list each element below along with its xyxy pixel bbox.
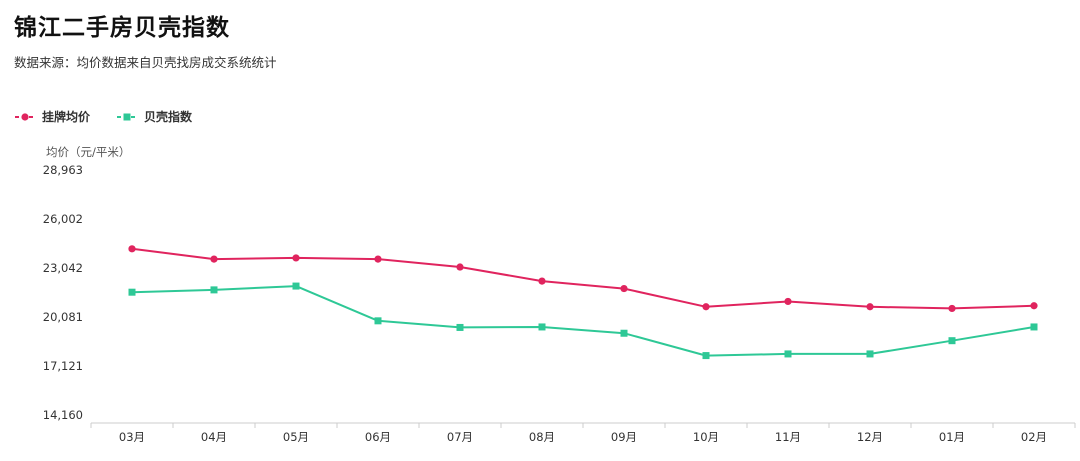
y-tick-label: 20,081 xyxy=(43,310,83,324)
chart-title: 锦江二手房贝壳指数 xyxy=(14,15,230,41)
data-point-beike-index xyxy=(620,329,628,337)
data-point-beike-index xyxy=(374,317,382,325)
data-point-listing-price xyxy=(784,297,792,306)
data-point-listing-price xyxy=(948,304,956,313)
x-tick-label: 12月 xyxy=(857,430,883,444)
legend-label-listing: 挂牌均价 xyxy=(42,110,91,124)
data-point-beike-index xyxy=(456,323,464,331)
data-point-listing-price xyxy=(210,255,218,263)
legend-item-index[interactable]: 贝壳指数 xyxy=(116,108,192,125)
legend-label-index: 贝壳指数 xyxy=(144,110,193,124)
data-source-note: 数据来源：均价数据来自贝壳找房成交系统统计 xyxy=(14,55,277,70)
data-point-beike-index xyxy=(1030,323,1038,331)
y-tick-label: 26,002 xyxy=(43,212,83,226)
data-point-listing-price xyxy=(128,245,136,253)
data-point-beike-index xyxy=(784,350,792,358)
x-tick-label: 09月 xyxy=(611,430,637,444)
data-point-beike-index xyxy=(538,323,546,331)
series-line-beike-index xyxy=(131,285,1035,357)
data-point-listing-price xyxy=(538,277,546,285)
x-tick-label: 01月 xyxy=(939,430,965,444)
data-point-beike-index xyxy=(128,288,136,296)
x-tick-label: 05月 xyxy=(283,430,309,444)
x-tick-label: 04月 xyxy=(201,430,227,444)
x-tick-label: 06月 xyxy=(365,430,391,444)
y-tick-label: 17,121 xyxy=(43,359,83,373)
x-tick-label: 10月 xyxy=(693,430,719,444)
chart-legend: 挂牌均价 贝壳指数 xyxy=(14,108,192,125)
data-point-listing-price xyxy=(1030,302,1038,310)
data-point-beike-index xyxy=(866,350,874,358)
data-point-listing-price xyxy=(456,263,464,271)
data-point-listing-price xyxy=(702,303,710,311)
legend-item-listing[interactable]: 挂牌均价 xyxy=(14,108,90,125)
data-point-listing-price xyxy=(620,284,628,293)
y-tick-label: 23,042 xyxy=(43,261,83,275)
data-point-listing-price xyxy=(866,303,874,311)
x-tick-label: 07月 xyxy=(447,430,473,444)
data-point-beike-index xyxy=(702,352,710,360)
y-axis-title: 均价（元/平米） xyxy=(46,145,131,159)
data-point-listing-price xyxy=(292,254,300,262)
y-tick-label: 14,160 xyxy=(43,408,83,422)
legend-circle-marker-icon xyxy=(15,112,35,121)
x-tick-label: 02月 xyxy=(1021,430,1047,444)
x-tick-label: 11月 xyxy=(775,430,801,444)
x-tick-label: 08月 xyxy=(529,430,555,444)
data-point-beike-index xyxy=(948,337,956,345)
x-tick-label: 03月 xyxy=(119,430,145,444)
data-point-listing-price xyxy=(374,255,382,263)
data-point-beike-index xyxy=(292,282,300,290)
data-point-beike-index xyxy=(210,286,218,294)
legend-square-marker-icon xyxy=(117,113,138,120)
y-tick-label: 28,963 xyxy=(43,163,83,177)
series-line-listing-price xyxy=(131,247,1035,310)
